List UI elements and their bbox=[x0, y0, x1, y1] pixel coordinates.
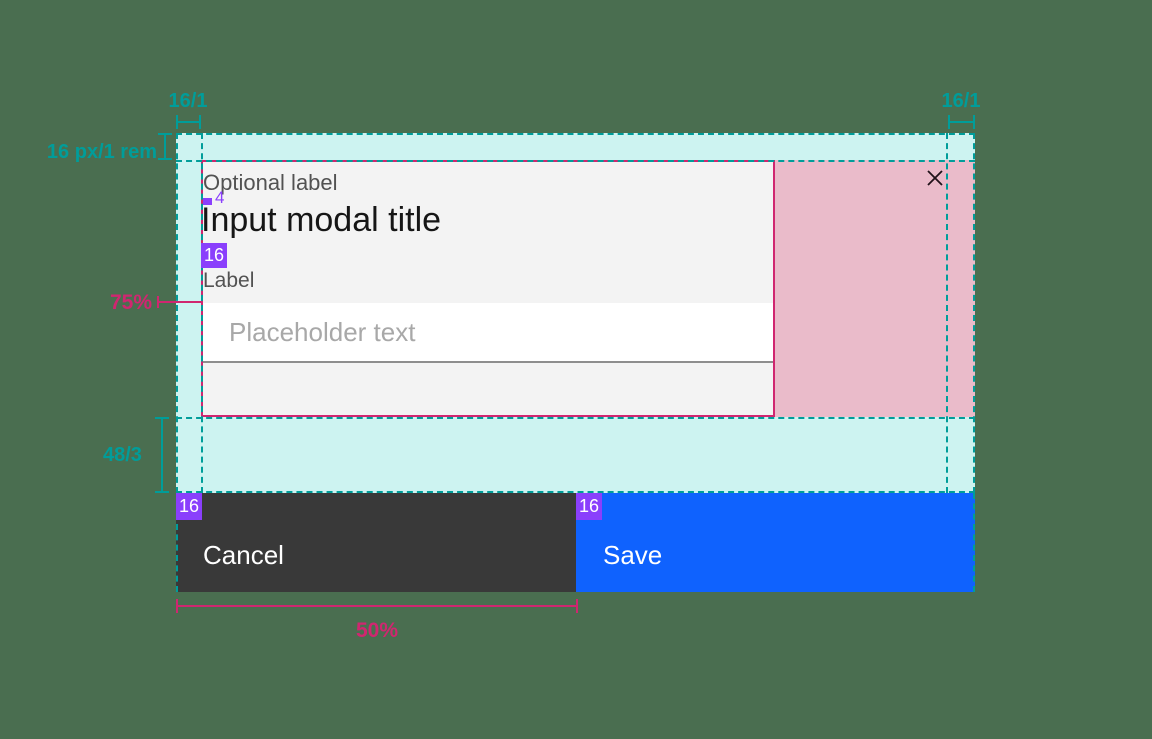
measure-label-button-width: 50% bbox=[355, 619, 399, 642]
spacing-token-4: 4 bbox=[203, 188, 224, 208]
measure-bracket-top-left bbox=[176, 115, 201, 129]
measure-line-content-width-cap bbox=[157, 296, 159, 308]
text-input[interactable] bbox=[203, 303, 773, 363]
spacing-token-16-cancel-badge: 16 bbox=[176, 493, 202, 520]
save-button[interactable]: Save bbox=[576, 493, 975, 592]
cancel-button-label: Cancel bbox=[203, 539, 284, 570]
measure-bracket-padding bbox=[158, 133, 172, 160]
measure-label-top-left: 16/1 bbox=[168, 90, 208, 112]
cancel-button[interactable]: Cancel bbox=[176, 493, 576, 592]
measure-label-top-right: 16/1 bbox=[941, 90, 981, 112]
spacing-token-16-save-badge: 16 bbox=[576, 493, 602, 520]
measure-bracket-button-width bbox=[176, 599, 578, 613]
spacing-token-4-value: 4 bbox=[215, 188, 225, 207]
measure-line-content-width bbox=[159, 301, 201, 303]
close-icon bbox=[927, 170, 943, 186]
modal-content-region bbox=[201, 160, 775, 417]
spacing-highlight-bottom bbox=[176, 417, 975, 493]
input-field-label: Label bbox=[203, 269, 255, 292]
measure-bracket-top-right bbox=[948, 115, 975, 129]
measure-label-content-width: 75% bbox=[110, 291, 153, 314]
modal-optional-label: Optional label bbox=[203, 170, 338, 195]
save-button-label: Save bbox=[603, 539, 663, 570]
width-overlay-region bbox=[775, 160, 975, 417]
padding-highlight-top bbox=[176, 133, 975, 160]
measure-bracket-bottom-spacing bbox=[155, 417, 169, 493]
close-button[interactable] bbox=[921, 164, 949, 192]
modal-title: Input modal title bbox=[201, 201, 442, 239]
measure-label-bottom-spacing: 48/3 bbox=[103, 444, 142, 466]
spacing-token-16-badge: 16 bbox=[201, 243, 227, 268]
spacing-token-4-swatch bbox=[203, 198, 212, 205]
measure-label-padding: 16 px/1 rem bbox=[46, 141, 157, 163]
